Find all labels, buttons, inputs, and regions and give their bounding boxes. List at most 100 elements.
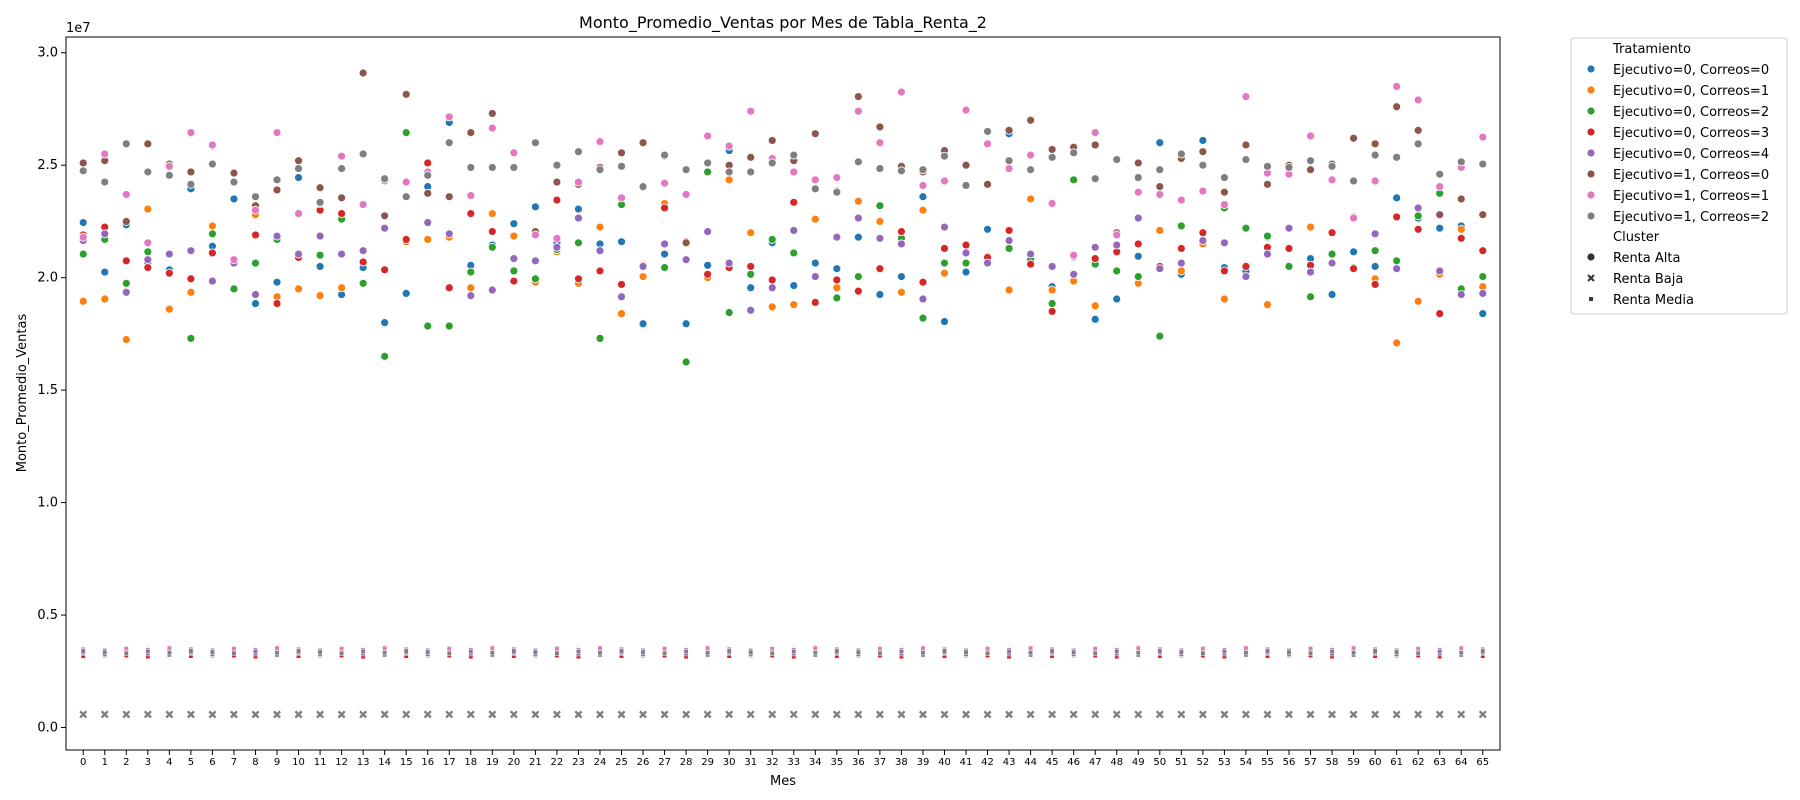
- point-renta-alta: [1047, 307, 1057, 316]
- point-renta-alta: [1004, 226, 1014, 235]
- x-tick-label: 64: [1455, 757, 1468, 768]
- point-renta-alta: [251, 290, 260, 299]
- point-renta-media: [877, 646, 883, 652]
- legend-hue-marker: [1586, 127, 1596, 137]
- x-tick-label: 49: [1132, 757, 1145, 768]
- point-renta-media: [188, 648, 194, 654]
- point-renta-alta: [487, 109, 497, 118]
- point-renta-baja: [553, 710, 561, 719]
- point-renta-alta: [918, 277, 928, 287]
- point-renta-baja: [833, 710, 841, 719]
- point-renta-alta: [660, 249, 669, 259]
- point-renta-alta: [1155, 165, 1165, 175]
- point-renta-baja: [660, 710, 669, 719]
- point-renta-baja: [79, 710, 87, 719]
- point-renta-alta: [208, 276, 217, 286]
- point-renta-baja: [467, 710, 475, 719]
- point-renta-alta: [1219, 294, 1229, 304]
- legend: Tratamiento Ejecutivo=0, Correos=0Ejecut…: [1570, 37, 1788, 315]
- point-renta-alta: [1176, 149, 1186, 159]
- point-renta-media: [1265, 648, 1270, 654]
- x-tick-label: 0: [80, 757, 86, 768]
- point-renta-alta: [832, 283, 842, 293]
- point-renta-media: [1308, 646, 1313, 652]
- point-renta-alta: [1392, 82, 1402, 91]
- point-renta-alta: [272, 231, 282, 241]
- point-renta-alta: [918, 294, 928, 304]
- point-renta-media: [532, 649, 538, 655]
- point-renta-media: [382, 645, 388, 651]
- x-tick-label: 44: [1024, 757, 1037, 768]
- point-renta-baja: [1457, 710, 1465, 719]
- x-tick-label: 19: [486, 757, 499, 768]
- x-tick-label: 22: [551, 757, 564, 768]
- point-renta-baja: [1199, 710, 1207, 719]
- point-renta-media: [662, 646, 668, 652]
- point-renta-alta: [746, 269, 756, 279]
- point-renta-alta: [789, 281, 799, 290]
- point-renta-alta: [703, 227, 713, 236]
- point-renta-alta: [1370, 229, 1380, 239]
- point-renta-alta: [1133, 187, 1143, 197]
- point-renta-baja: [596, 710, 604, 719]
- y-tick-label: 2.0: [37, 271, 58, 286]
- point-renta-alta: [1090, 242, 1100, 252]
- point-renta-alta: [1392, 102, 1402, 112]
- point-renta-alta: [78, 249, 88, 259]
- point-renta-media: [640, 649, 646, 655]
- point-renta-alta: [1133, 239, 1143, 249]
- point-renta-media: [382, 650, 388, 656]
- point-renta-alta: [1392, 152, 1402, 162]
- point-renta-alta: [1413, 224, 1423, 234]
- point-renta-alta: [143, 204, 153, 214]
- x-tick-label: 59: [1347, 757, 1360, 768]
- legend-hue-marker: [1586, 169, 1596, 179]
- legend-style-marker: [1586, 252, 1596, 262]
- point-renta-alta: [617, 161, 626, 171]
- point-renta-alta: [78, 158, 88, 168]
- point-renta-alta: [1047, 262, 1057, 271]
- point-renta-alta: [746, 228, 756, 238]
- point-renta-alta: [724, 258, 734, 268]
- point-renta-alta: [358, 278, 368, 288]
- point-renta-baja: [1349, 710, 1358, 719]
- point-renta-alta: [1284, 262, 1294, 271]
- point-renta-alta: [1327, 161, 1337, 171]
- point-renta-alta: [832, 187, 842, 197]
- point-renta-alta: [1155, 226, 1165, 235]
- point-renta-media: [1458, 650, 1464, 656]
- point-renta-alta: [423, 321, 433, 331]
- point-renta-media: [705, 650, 711, 656]
- point-renta-alta: [552, 233, 562, 243]
- point-renta-alta: [294, 284, 303, 294]
- point-renta-alta: [423, 218, 433, 227]
- point-renta-alta: [1241, 272, 1251, 281]
- point-renta-media: [1135, 650, 1141, 656]
- point-renta-alta: [401, 177, 411, 187]
- point-renta-alta: [208, 140, 217, 150]
- point-renta-alta: [530, 202, 540, 212]
- legend-style-label: Renta Alta: [1613, 251, 1680, 266]
- point-renta-alta: [509, 276, 519, 286]
- point-renta-alta: [660, 239, 669, 249]
- point-renta-alta: [1327, 175, 1337, 185]
- point-renta-media: [489, 645, 495, 651]
- point-renta-media: [123, 646, 129, 652]
- point-renta-alta: [294, 249, 303, 259]
- point-renta-media: [748, 649, 754, 655]
- point-renta-alta: [1026, 194, 1036, 204]
- point-renta-alta: [660, 150, 669, 160]
- point-renta-baja: [1069, 710, 1078, 719]
- point-renta-alta: [208, 229, 217, 239]
- x-tick-label: 5: [188, 757, 194, 768]
- x-tick-label: 3: [145, 757, 151, 768]
- point-renta-baja: [725, 710, 733, 719]
- point-renta-alta: [1047, 285, 1057, 295]
- point-renta-baja: [1177, 710, 1186, 719]
- point-renta-media: [1092, 646, 1098, 652]
- point-renta-media: [166, 645, 172, 651]
- point-renta-alta: [78, 296, 88, 306]
- point-renta-baja: [1091, 710, 1099, 719]
- point-renta-alta: [1004, 156, 1014, 166]
- point-renta-alta: [1392, 193, 1402, 203]
